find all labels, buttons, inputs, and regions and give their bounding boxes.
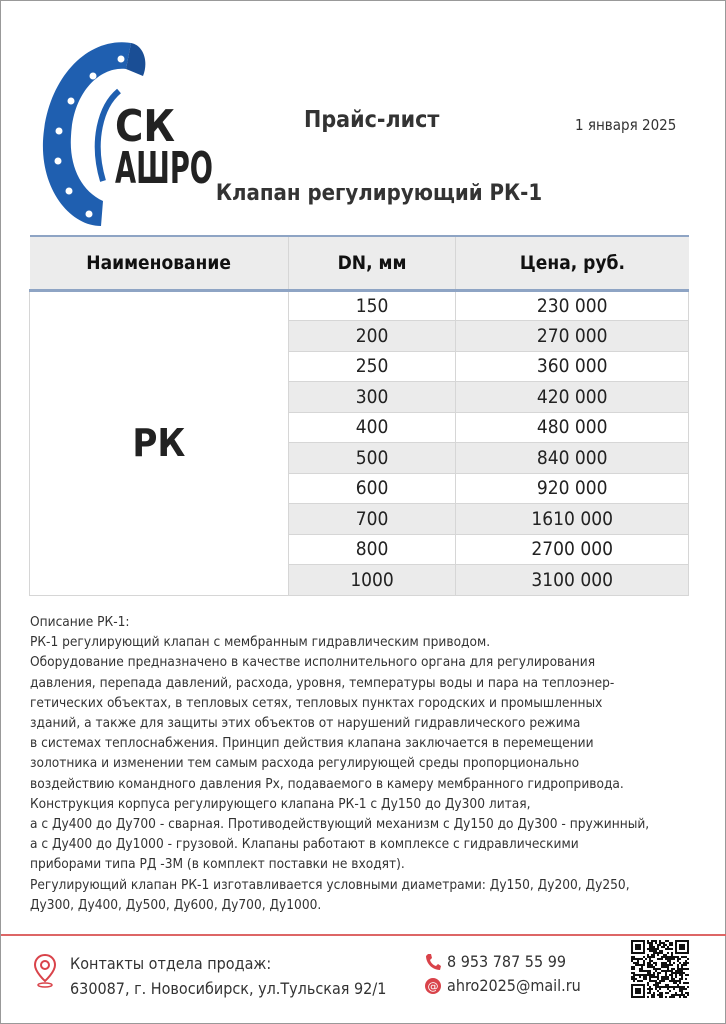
product-title: Клапан регулирующий РК-1 <box>215 181 543 206</box>
column-header-dn: DN, мм <box>287 235 456 292</box>
logo-text-line2: АШРО <box>115 143 213 194</box>
price-cell: 270 000 <box>455 320 689 352</box>
email-link[interactable]: ahro2025@mail.ru <box>447 976 581 995</box>
location-pin-icon <box>33 953 57 988</box>
dn-cell: 600 <box>287 472 457 504</box>
logo-text-line1: СК <box>115 101 175 152</box>
price-cell: 360 000 <box>455 350 689 382</box>
table-row: 200 270 000 <box>30 320 689 352</box>
at-sign-icon: @ <box>425 978 441 994</box>
dn-cell: 300 <box>287 381 457 413</box>
product-description: Описание РК-1: РК-1 регулирующий клапан … <box>30 614 650 913</box>
table-row: 400 480 000 <box>30 411 689 443</box>
table-row: 700 1610 000 <box>30 503 689 535</box>
column-header-name: Наименование <box>29 235 289 292</box>
price-cell: 420 000 <box>455 381 689 413</box>
product-name-cell: РК <box>29 289 289 596</box>
address: 630087, г. Новосибирск, ул.Тульская 92/1 <box>70 979 387 998</box>
price-cell: 230 000 <box>455 289 689 321</box>
dn-cell: 500 <box>287 442 457 474</box>
column-header-price: Цена, руб. <box>455 235 689 292</box>
phone-number[interactable]: 8 953 787 55 99 <box>447 952 566 971</box>
dn-cell: 200 <box>287 320 457 352</box>
dn-cell: 1000 <box>287 564 457 596</box>
dn-cell: 800 <box>287 533 457 565</box>
page-title: Прайс-лист <box>304 107 440 133</box>
price-table: Наименование DN, мм Цена, руб. РК 150 230 … <box>29 235 689 596</box>
price-cell: 840 000 <box>455 442 689 474</box>
footer-divider <box>1 934 726 936</box>
contacts-label: Контакты отдела продаж: <box>70 954 272 973</box>
phone-icon <box>426 954 441 970</box>
company-logo: СК АШРО <box>42 42 213 227</box>
table-row: 1000 3100 000 <box>30 564 689 596</box>
table-row: РК 150 230 000 <box>29 289 689 596</box>
table-row: 300 420 000 <box>30 381 689 413</box>
table-row: 250 360 000 <box>30 350 689 382</box>
table-row: 800 2700 000 <box>30 533 689 565</box>
price-cell: 3100 000 <box>455 564 689 596</box>
document-date: 1 января 2025 <box>575 116 677 134</box>
dn-cell: 250 <box>287 350 457 382</box>
price-cell: 920 000 <box>455 472 689 504</box>
table-row: 600 920 000 <box>30 472 689 504</box>
table-row: 500 840 000 <box>30 442 689 474</box>
price-cell: 2700 000 <box>455 533 689 565</box>
dn-cell: 400 <box>287 411 457 443</box>
qr-code[interactable] <box>631 939 689 999</box>
price-cell: 480 000 <box>455 411 689 443</box>
price-cell: 1610 000 <box>455 503 689 535</box>
dn-cell: 700 <box>287 503 457 535</box>
dn-cell: 150 <box>287 289 457 321</box>
svg-text:@: @ <box>428 980 439 993</box>
